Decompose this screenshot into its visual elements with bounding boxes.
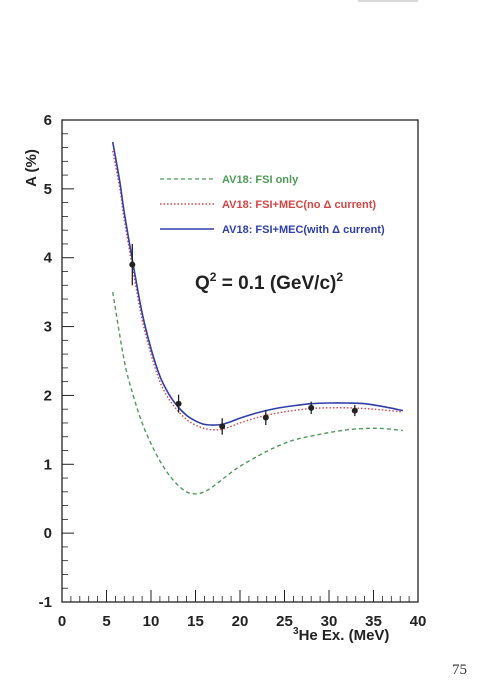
data-point bbox=[219, 423, 226, 430]
legend-label-fsi-only: AV18: FSI only bbox=[222, 174, 299, 186]
y-axis-ticks: -1 0 1 2 3 4 5 6 bbox=[39, 112, 74, 611]
legend: AV18: FSI only AV18: FSI+MEC(no Δ curren… bbox=[160, 174, 385, 236]
y-tick-label: 5 bbox=[44, 181, 52, 198]
y-tick-label: 3 bbox=[44, 319, 52, 336]
data-point bbox=[262, 414, 269, 421]
x-tick-label: 25 bbox=[276, 613, 293, 630]
data-point bbox=[175, 400, 182, 407]
curve-fsi-mec-with-delta bbox=[111, 141, 404, 426]
x-tick-label: 35 bbox=[365, 613, 382, 630]
q-squared-annotation: Q2 = 0.1 (GeV/c)2 bbox=[195, 270, 343, 294]
x-axis-title: 3He Ex. (MeV) bbox=[293, 626, 389, 644]
y-tick-label: 1 bbox=[44, 456, 52, 473]
x-axis-title-main: He Ex. (MeV) bbox=[299, 627, 390, 644]
x-tick-label: 40 bbox=[410, 613, 427, 630]
data-points bbox=[129, 243, 358, 435]
model-curves bbox=[111, 141, 404, 495]
y-tick-label: -1 bbox=[39, 594, 52, 611]
y-tick-label: 4 bbox=[44, 250, 53, 267]
scan-mark bbox=[358, 0, 418, 2]
legend-label-fsi-mec-with-delta: AV18: FSI+MEC(with Δ current) bbox=[222, 224, 385, 236]
curve-fsi-mec-no-delta bbox=[112, 150, 403, 431]
x-tick-label: 0 bbox=[58, 613, 66, 630]
y-tick-label: 2 bbox=[44, 387, 52, 404]
plot-frame bbox=[61, 119, 419, 603]
x-axis-title-superscript: 3 bbox=[293, 626, 299, 637]
y-axis-title: A (%) bbox=[23, 149, 40, 187]
x-tick-label: 10 bbox=[143, 613, 160, 630]
curve-fsi-only bbox=[112, 292, 403, 495]
page-number: 75 bbox=[452, 662, 467, 678]
y-tick-label: 0 bbox=[44, 525, 52, 542]
x-tick-label: 15 bbox=[187, 613, 204, 630]
x-axis-ticks: 0 5 10 15 20 25 30 35 40 bbox=[58, 590, 427, 630]
q-value: = 0.1 (GeV/c) bbox=[216, 273, 336, 294]
x-tick-label: 20 bbox=[232, 613, 249, 630]
q-superscript: 2 bbox=[210, 270, 217, 284]
data-point bbox=[129, 261, 136, 268]
data-point bbox=[351, 407, 358, 414]
q-unit-superscript: 2 bbox=[336, 270, 343, 284]
x-tick-label: 5 bbox=[102, 613, 110, 630]
q-prefix: Q bbox=[195, 273, 210, 294]
data-point bbox=[308, 404, 315, 411]
x-tick-label: 30 bbox=[321, 613, 338, 630]
y-tick-label: 6 bbox=[44, 112, 52, 129]
legend-label-fsi-mec-no-delta: AV18: FSI+MEC(no Δ current) bbox=[222, 199, 376, 211]
